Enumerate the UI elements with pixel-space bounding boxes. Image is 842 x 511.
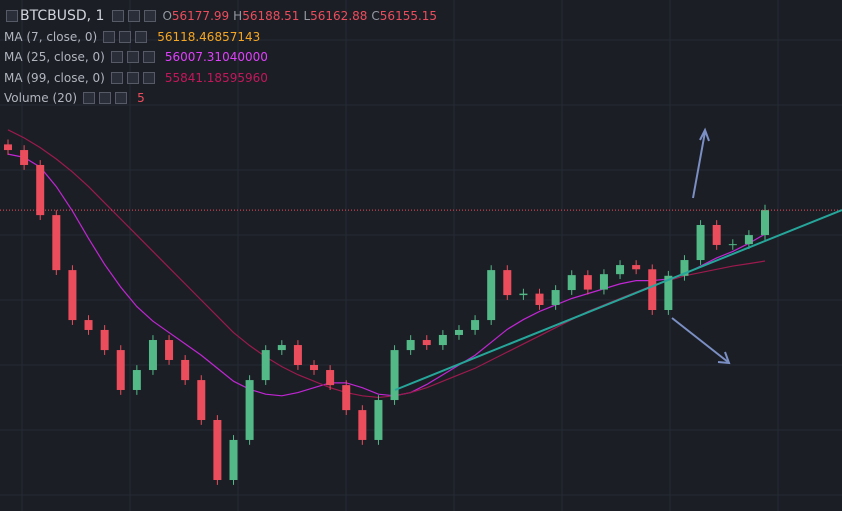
trend-line (394, 209, 842, 391)
candle-body (326, 370, 335, 386)
candle-body (438, 334, 447, 346)
candle-body (68, 270, 77, 321)
candle-body (213, 419, 222, 481)
l-label: L (303, 9, 311, 24)
candle-body (132, 370, 141, 390)
arrows (671, 127, 731, 365)
low-value: 56162.88 (310, 9, 368, 24)
candle-body (197, 380, 206, 420)
ma7-value: 56118.46857143 (157, 29, 261, 44)
candle-body (632, 265, 641, 270)
candle-body (422, 340, 431, 346)
candle-body (503, 270, 512, 296)
candle-body (390, 350, 399, 401)
candle-body (20, 150, 29, 165)
candle-body (261, 350, 270, 381)
volume-label: Volume (20) (4, 91, 78, 106)
candle-body (648, 269, 657, 311)
candle-body (293, 345, 302, 365)
ma7-label: MA (7, close, 0) (4, 29, 98, 44)
candle-body (358, 410, 367, 440)
candle-body (181, 359, 190, 381)
symbol: BTCBUSD, 1 (20, 8, 105, 25)
candle-body (519, 293, 528, 296)
candle-body (696, 225, 705, 261)
candle-body (599, 274, 608, 290)
candle-body (245, 380, 254, 440)
candle-body (100, 329, 109, 351)
ma-line (7, 153, 766, 397)
candle-body (310, 365, 319, 371)
candle-body (471, 320, 480, 330)
candle-body (454, 329, 463, 335)
candle-body (712, 225, 721, 245)
candle-body (728, 244, 737, 246)
candle-body (342, 385, 351, 411)
ma25-value: 56007.31040000 (164, 50, 268, 65)
candle-body (84, 320, 93, 330)
candle-body (567, 275, 576, 291)
candle-body (551, 290, 560, 305)
candle-body (229, 439, 238, 481)
candle-body (487, 270, 496, 321)
candle-body (165, 340, 174, 360)
ma25-label: MA (25, close, 0) (4, 50, 105, 65)
candle-body (52, 215, 61, 271)
ma99-label: MA (99, close, 0) (4, 70, 105, 85)
candle-body (374, 400, 383, 440)
candle-body (148, 340, 157, 371)
candle-body (761, 210, 769, 236)
candle-body (744, 235, 753, 245)
ma99-value: 55841.18595960 (164, 70, 268, 85)
candle-body (583, 275, 592, 290)
close-value: 56155.15 (379, 9, 438, 24)
o-label: O (162, 9, 172, 24)
candle-body (680, 260, 689, 276)
candle-body (4, 144, 12, 151)
high-value: 56188.51 (242, 9, 300, 24)
candle-body (616, 265, 625, 275)
legend: BTCBUSD, 1 O 56177.99 H 56188.51 L 56162.88… (4, 6, 437, 109)
candle-body (664, 275, 673, 311)
c-label: C (371, 9, 380, 24)
candle-body (36, 164, 45, 216)
open-value: 56177.99 (171, 9, 230, 24)
candle-body (277, 345, 286, 351)
h-label: H (233, 9, 243, 24)
volume-value: 5 (137, 91, 145, 106)
candle-body (116, 350, 125, 390)
candle-body (535, 293, 544, 305)
candle-body (406, 340, 415, 351)
